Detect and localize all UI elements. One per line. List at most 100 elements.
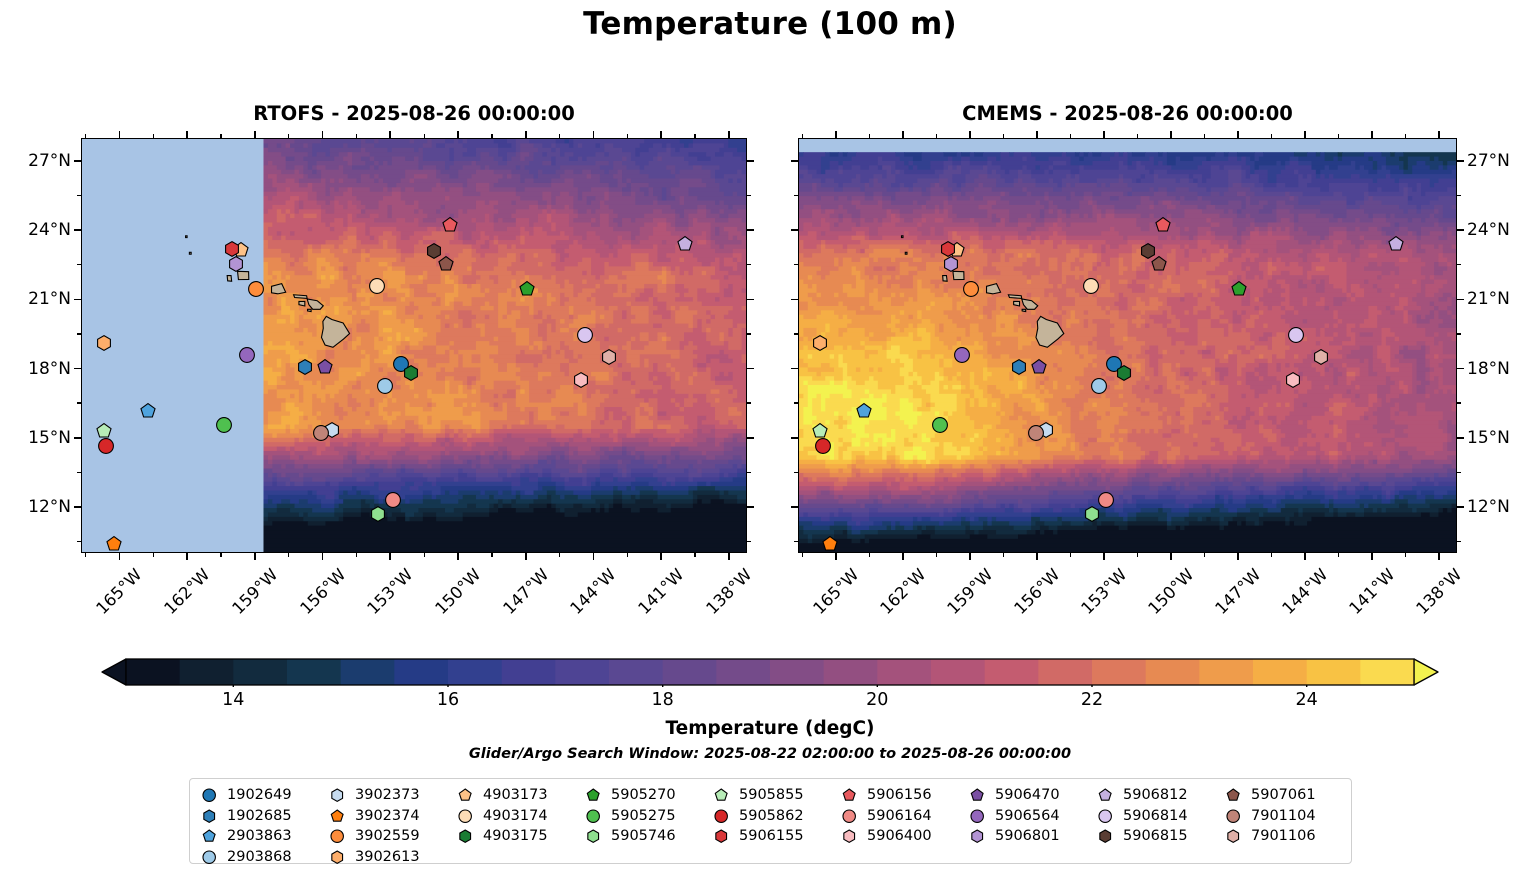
legend-item-3902374[interactable]: 3902374 (327, 806, 455, 827)
legend-item-1902649[interactable]: 1902649 (199, 785, 327, 806)
platform-marker-3902374[interactable] (104, 534, 123, 553)
legend-item-5906814[interactable]: 5906814 (1095, 806, 1223, 827)
platform-marker-7901106[interactable] (1311, 348, 1330, 367)
legend-item-5906815[interactable]: 5906815 (1095, 826, 1223, 847)
platform-marker-5905862[interactable] (813, 436, 832, 455)
legend-item-5906812[interactable]: 5906812 (1095, 785, 1223, 806)
platform-marker-4903175[interactable] (401, 364, 420, 383)
legend-item-7901104[interactable]: 7901104 (1223, 806, 1351, 827)
legend-marker-icon (199, 849, 219, 865)
legend-item-5906155[interactable]: 5906155 (711, 826, 839, 847)
platform-marker-4903175[interactable] (1115, 364, 1134, 383)
legend-label: 4903174 (483, 807, 548, 824)
legend-marker-icon (455, 808, 475, 824)
legend-label: 3902559 (355, 828, 420, 845)
legend-item-5906801[interactable]: 5906801 (967, 826, 1095, 847)
platform-marker-5906815[interactable] (425, 242, 444, 261)
platform-marker-4903174[interactable] (1081, 276, 1100, 295)
platform-marker-5907061[interactable] (436, 254, 455, 273)
legend-item-3902559[interactable]: 3902559 (327, 826, 455, 847)
legend-item-5905746[interactable]: 5905746 (583, 826, 711, 847)
platform-marker-5906155[interactable] (938, 239, 957, 258)
map-panel-rtofs[interactable] (81, 138, 747, 553)
legend-marker-icon (839, 808, 859, 824)
platform-marker-5906814[interactable] (575, 326, 594, 345)
platform-marker-5906164[interactable] (1097, 491, 1116, 510)
platform-marker-5905855[interactable] (811, 421, 830, 440)
platform-marker-5905275[interactable] (930, 416, 949, 435)
platform-marker-5906564[interactable] (953, 345, 972, 364)
legend-item-2903863[interactable]: 2903863 (199, 826, 327, 847)
platform-marker-5905855[interactable] (94, 421, 113, 440)
platform-marker-1902685[interactable] (295, 358, 314, 377)
legend-label: 5905275 (611, 807, 676, 824)
legend-item-5906156[interactable]: 5906156 (839, 785, 967, 806)
legend-item-4903173[interactable]: 4903173 (455, 785, 583, 806)
platform-marker-5906801[interactable] (226, 254, 245, 273)
platform-marker-5906812[interactable] (1386, 235, 1405, 254)
platform-marker-5905270[interactable] (1230, 280, 1249, 299)
platform-marker-1902685[interactable] (1010, 358, 1029, 377)
colorbar-tick-label: 18 (651, 690, 674, 710)
platform-marker-1902649[interactable] (391, 354, 410, 373)
platform-marker-5906156[interactable] (1154, 215, 1173, 234)
legend-item-5905862[interactable]: 5905862 (711, 806, 839, 827)
legend-marker-icon (711, 787, 731, 803)
platform-marker-3902374[interactable] (821, 534, 840, 553)
platform-marker-5906801[interactable] (942, 254, 961, 273)
platform-marker-5906564[interactable] (237, 345, 256, 364)
colorbar-tick-label: 20 (866, 690, 889, 710)
platform-marker-4903174[interactable] (367, 276, 386, 295)
legend-item-4903174[interactable]: 4903174 (455, 806, 583, 827)
legend-item-5905275[interactable]: 5905275 (583, 806, 711, 827)
platform-marker-5906400[interactable] (1283, 371, 1302, 390)
platform-marker-5906164[interactable] (383, 491, 402, 510)
legend-label: 5905270 (611, 787, 676, 804)
legend-item-2903868[interactable]: 2903868 (199, 847, 327, 868)
ytick-label: 15°N (1467, 427, 1510, 448)
platform-marker-5906470[interactable] (315, 358, 334, 377)
temperature-field-cmems (799, 139, 1456, 552)
platform-marker-2903863[interactable] (138, 402, 157, 421)
legend-item-5906564[interactable]: 5906564 (967, 806, 1095, 827)
map-panel-cmems[interactable] (798, 138, 1457, 553)
legend-label: 5906564 (995, 807, 1060, 824)
legend-column: 5906470 5906564 5906801 (967, 785, 1095, 867)
platform-marker-5906400[interactable] (572, 371, 591, 390)
platform-marker-7901104[interactable] (312, 424, 331, 443)
platform-marker-5905746[interactable] (368, 504, 387, 523)
platform-marker-1902649[interactable] (1105, 354, 1124, 373)
legend-item-7901106[interactable]: 7901106 (1223, 826, 1351, 847)
platform-marker-2903863[interactable] (854, 402, 873, 421)
legend-item-5907061[interactable]: 5907061 (1223, 785, 1351, 806)
legend-item-4903175[interactable]: 4903175 (455, 826, 583, 847)
legend-item-1902685[interactable]: 1902685 (199, 806, 327, 827)
platform-marker-2903868[interactable] (375, 376, 394, 395)
platform-marker-5905275[interactable] (215, 416, 234, 435)
platform-marker-5905270[interactable] (517, 280, 536, 299)
platform-marker-3902613[interactable] (94, 334, 113, 353)
platform-marker-5905862[interactable] (96, 436, 115, 455)
platform-marker-5905746[interactable] (1082, 504, 1101, 523)
platform-marker-3902613[interactable] (811, 334, 830, 353)
platform-marker-7901104[interactable] (1026, 424, 1045, 443)
platform-marker-5906815[interactable] (1138, 242, 1157, 261)
platform-marker-5906156[interactable] (441, 215, 460, 234)
platform-legend[interactable]: 1902649 1902685 2903863 2903868 3902373 39023… (189, 778, 1352, 867)
platform-marker-3902559[interactable] (247, 280, 266, 299)
legend-item-3902373[interactable]: 3902373 (327, 785, 455, 806)
legend-item-5906400[interactable]: 5906400 (839, 826, 967, 847)
platform-marker-5906470[interactable] (1030, 358, 1049, 377)
legend-item-5906164[interactable]: 5906164 (839, 806, 967, 827)
platform-marker-5906812[interactable] (675, 235, 694, 254)
legend-item-5906470[interactable]: 5906470 (967, 785, 1095, 806)
platform-marker-7901106[interactable] (600, 348, 619, 367)
platform-marker-5907061[interactable] (1149, 254, 1168, 273)
legend-item-3902613[interactable]: 3902613 (327, 847, 455, 868)
platform-marker-5906814[interactable] (1287, 326, 1306, 345)
legend-item-5905270[interactable]: 5905270 (583, 785, 711, 806)
platform-marker-5906155[interactable] (223, 239, 242, 258)
platform-marker-3902559[interactable] (962, 280, 981, 299)
platform-marker-2903868[interactable] (1089, 376, 1108, 395)
legend-item-5905855[interactable]: 5905855 (711, 785, 839, 806)
